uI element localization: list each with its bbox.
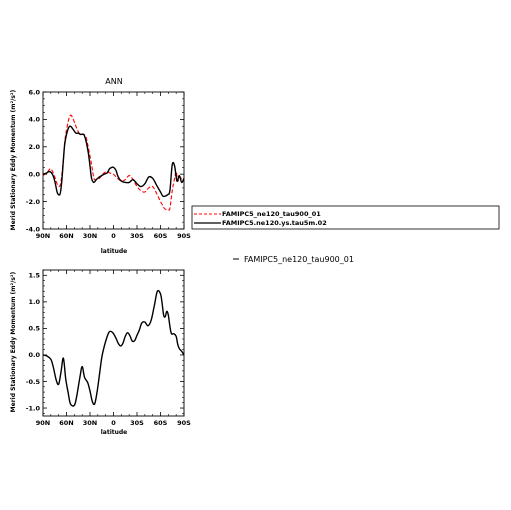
top-x-tick-label: 90N xyxy=(36,232,51,240)
top-plot-frame xyxy=(42,91,185,230)
top-series-line-1 xyxy=(42,114,185,211)
bottom-series-line-1 xyxy=(42,289,185,407)
top-x-tick-label: 0 xyxy=(111,232,116,240)
bottom-y-ticks: -1.0 -0.5 0.0 0.5 1.0 1.5 xyxy=(26,269,184,414)
bottom-x-ticks: 90N 60N 30N 0 30S 60S 90S xyxy=(36,270,191,427)
bottom-x-tick-label: 60S xyxy=(154,419,168,427)
bottom-x-axis-title: latitude xyxy=(101,429,128,436)
bottom-y-tick-label: 0.0 xyxy=(28,351,40,359)
bottom-y-tick-label: -1.0 xyxy=(26,404,41,412)
top-y-tick-label: 6.0 xyxy=(28,88,40,96)
bottom-y-tick-label: 1.5 xyxy=(28,272,40,280)
top-x-tick-label: 90S xyxy=(177,232,191,240)
top-y-tick-label: 2.0 xyxy=(28,143,40,151)
bottom-x-tick-label: 30S xyxy=(130,419,144,427)
legend: FAMIPC5_ne120_tau900_01 FAMIPC5.ne120.ys… xyxy=(191,205,500,230)
bottom-annotation: FAMIPC5_ne120_tau900_01 xyxy=(233,255,354,264)
top-x-tick-label: 30N xyxy=(83,232,98,240)
bottom-plot-frame xyxy=(42,269,185,417)
top-x-tick-label: 30S xyxy=(130,232,144,240)
top-panel: ANN 90N 60N 30N 0 30S 60S 90S -4.0 -2.0 0.0 2.0 4.… xyxy=(10,77,191,255)
legend-entry-2: FAMIPC5.ne120.ys.tau5m.02 xyxy=(222,219,327,227)
top-title: ANN xyxy=(105,77,122,86)
top-y-tick-label: 4.0 xyxy=(28,116,40,124)
top-x-ticks: 90N 60N 30N 0 30S 60S 90S xyxy=(36,92,191,240)
top-series-line-2 xyxy=(42,125,185,198)
bottom-x-tick-label: 30N xyxy=(83,419,98,427)
bottom-series-lines xyxy=(42,289,185,407)
bottom-y-tick-label: 0.5 xyxy=(28,325,40,333)
bottom-y-tick-label: 1.0 xyxy=(28,298,40,306)
top-x-tick-label: 60N xyxy=(59,232,74,240)
bottom-x-tick-label: 90S xyxy=(177,419,191,427)
legend-box xyxy=(191,205,500,230)
bottom-panel: 90N 60N 30N 0 30S 60S 90S -1.0 -0.5 0.0 0.5 1.0 1.5… xyxy=(10,269,191,436)
top-y-ticks: -4.0 -2.0 0.0 2.0 4.0 6.0 xyxy=(26,88,184,233)
bottom-x-tick-label: 60N xyxy=(59,419,74,427)
top-y-tick-label: -4.0 xyxy=(26,225,41,233)
bottom-y-axis-title: Merid Stationary Eddy Momentum (m²/s²) xyxy=(10,271,17,412)
top-y-tick-label: -2.0 xyxy=(26,198,41,206)
top-x-tick-label: 60S xyxy=(154,232,168,240)
bottom-x-tick-label: 90N xyxy=(36,419,51,427)
annotation-text: FAMIPC5_ne120_tau900_01 xyxy=(244,255,354,264)
top-y-axis-title: Merid Stationary Eddy Momentum (m²/s²) xyxy=(10,89,17,230)
bottom-y-tick-label: -0.5 xyxy=(26,378,41,386)
top-y-tick-label: 0.0 xyxy=(28,171,40,179)
top-series-lines xyxy=(42,114,185,211)
legend-entry-1: FAMIPC5_ne120_tau900_01 xyxy=(222,210,321,218)
bottom-x-tick-label: 0 xyxy=(111,419,116,427)
top-x-axis-title: latitude xyxy=(101,248,128,255)
